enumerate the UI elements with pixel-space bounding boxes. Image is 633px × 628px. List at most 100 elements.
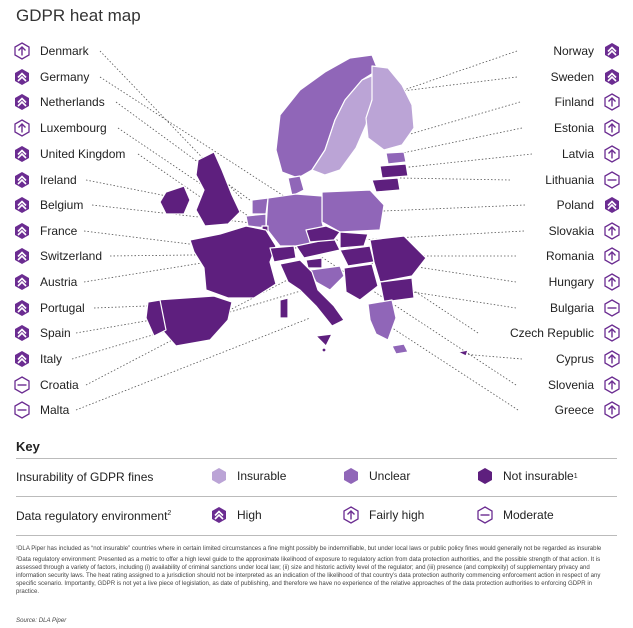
country-norway: Norway [553,41,621,61]
country-label: Belgium [40,198,84,212]
country-latvia: Latvia [562,144,621,164]
footnote-2: ²Data regulatory environment: Presented … [16,556,601,595]
high-icon [13,324,31,342]
country-italy: Italy [13,349,62,369]
country-label: Switzerland [40,249,103,263]
insurable-label: Insurable [237,469,287,483]
country-label: Hungary [548,275,594,289]
country-label: Bulgaria [549,301,594,315]
france-shape [189,225,277,299]
high-icon [13,196,31,214]
country-label: Austria [40,275,78,289]
country-label: Luxembourg [40,121,107,135]
fairly-high-icon [603,222,621,240]
moderate-icon [13,401,31,419]
country-label: France [40,224,78,238]
italy-shape [279,259,345,327]
country-malta: Malta [13,400,69,420]
not-insurable-label: Not insurable [503,469,574,483]
fairly-high-icon [13,119,31,137]
moderate-icon [603,299,621,317]
country-label: Finland [554,95,594,109]
europe-map [71,50,533,411]
country-romania: Romania [546,246,621,266]
greece-shape [367,299,397,341]
key-title: Key [16,439,40,454]
netherlands-shape [251,197,269,215]
country-luxembourg: Luxembourg [13,118,107,138]
slovakia-shape [339,231,369,249]
country-spain: Spain [13,323,71,343]
high-icon [603,42,621,60]
high-icon [210,506,228,524]
country-estonia: Estonia [554,118,621,138]
country-label: Czech Republic [509,326,594,340]
fairly-high-icon [603,324,621,342]
high-icon [13,171,31,189]
country-label: Italy [40,352,63,366]
fairly-high-icon [603,401,621,419]
country-germany: Germany [13,67,89,87]
footnote-ref: 1 [573,472,578,480]
country-label: Lithuania [545,173,594,187]
moderate-icon [476,506,494,524]
estonia-shape [385,151,407,165]
insurable-hexagon-icon [210,467,228,485]
key-high: High [210,506,262,524]
uk-shape [195,151,241,227]
footnote-1: ¹DLA Piper has included as “not insurabl… [16,545,602,552]
country-slovenia: Slovenia [548,375,621,395]
balkans-shape [343,263,379,301]
country-label: Malta [40,403,70,417]
country-label: Slovakia [548,224,594,238]
high-icon [13,299,31,317]
country-slovakia: Slovakia [549,221,621,241]
switzerland-shape [269,245,297,263]
denmark-shape [287,175,305,197]
key-unclear: Unclear [342,467,410,485]
ireland-shape [159,185,191,215]
divider [16,496,617,497]
high-icon [13,93,31,111]
fairly-high-icon [603,93,621,111]
country-austria: Austria [13,272,77,292]
country-label: Latvia [561,147,594,161]
not-insurable-hexagon-icon [476,467,494,485]
country-label: Romania [545,249,594,263]
fairly-high-icon [603,376,621,394]
fairly-high-icon [603,350,621,368]
country-label: Sweden [550,70,594,84]
unclear-label: Unclear [369,469,411,483]
country-portugal: Portugal [13,298,85,318]
key-moderate: Moderate [476,506,554,524]
country-label: Estonia [553,121,594,135]
fairly-high-icon [603,273,621,291]
key-not-insurable: Not insurable 1 [476,467,578,485]
country-label: Portugal [40,301,85,315]
bulgaria-shape [379,277,415,303]
high-icon [603,196,621,214]
high-label: High [237,508,262,522]
slovenia-shape [305,257,323,269]
country-greece: Greece [555,400,621,420]
country-label: Ireland [40,173,77,187]
fairly-high-label: Fairly high [369,508,425,522]
spain-shape [155,295,233,347]
fairly-high-icon [603,247,621,265]
country-belgium: Belgium [13,195,83,215]
sardinia-shape [279,297,289,319]
country-croatia: Croatia [13,375,79,395]
country-ireland: Ireland [13,170,77,190]
fairly-high-icon [13,42,31,60]
high-icon [13,273,31,291]
divider [16,535,617,536]
sweden-shape [311,73,377,176]
country-label: Cyprus [555,352,594,366]
unclear-hexagon-icon [342,467,360,485]
greece-islands-shape [391,343,409,355]
portugal-shape [145,299,167,337]
country-france: France [13,221,77,241]
country-label: Norway [553,44,594,58]
high-icon [13,68,31,86]
country-finland: Finland [555,92,621,112]
